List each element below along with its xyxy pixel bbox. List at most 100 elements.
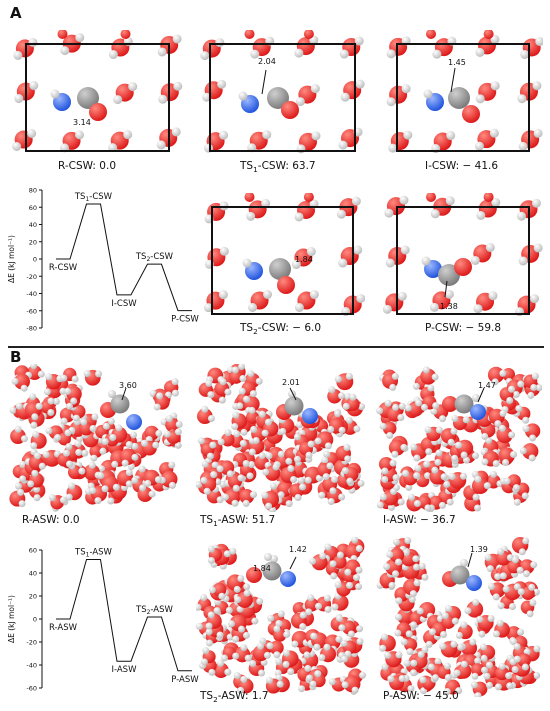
hydrogen-atom	[413, 579, 421, 587]
hydrogen-atom	[338, 140, 348, 150]
hydrogen-atom	[108, 143, 118, 153]
hydrogen-atom	[71, 375, 79, 383]
hydrogen-atom	[171, 378, 179, 386]
structure-ts2-asw	[196, 537, 368, 697]
hydrogen-atom	[533, 645, 541, 653]
hydrogen-atom	[394, 613, 402, 621]
hydrogen-atom	[323, 450, 331, 458]
hydrogen-atom	[265, 452, 273, 460]
hydrogen-atom	[356, 293, 365, 303]
hydrogen-atom	[309, 680, 317, 688]
hydrogen-atom	[403, 130, 413, 140]
hydrogen-atom	[208, 586, 216, 594]
hydrogen-atom	[351, 537, 359, 544]
hydrogen-atom	[384, 208, 394, 218]
hydrogen-atom	[294, 493, 302, 501]
hydrogen-atom	[446, 498, 454, 506]
hydrogen-atom	[513, 498, 521, 506]
hydrogen-atom	[395, 597, 403, 605]
hydrogen-atom	[491, 198, 501, 208]
hydrogen-atom	[472, 394, 480, 402]
hydrogen-atom	[311, 131, 321, 141]
oxygen-atom	[426, 193, 436, 202]
hydrogen-atom	[424, 504, 432, 512]
structure-p-asw	[376, 537, 542, 697]
hydrogen-atom	[328, 386, 336, 394]
y-axis-label: ΔE (kJ mol⁻¹)	[7, 235, 16, 283]
hydrogen-atom	[19, 475, 27, 483]
hydrogen-atom	[276, 680, 284, 688]
hydrogen-atom	[277, 610, 285, 618]
distance-label: 1.84	[253, 564, 271, 573]
hydrogen-atom	[355, 583, 363, 591]
hydrogen-atom	[88, 461, 96, 469]
hydrogen-atom	[356, 637, 364, 645]
hydrogen-atom	[207, 611, 215, 619]
hydrogen-atom	[354, 36, 364, 46]
hydrogen-atom	[31, 469, 39, 477]
hydrogen-atom	[265, 502, 273, 510]
oxygen-atom	[487, 366, 505, 383]
carbon-atom	[110, 394, 130, 414]
distance-label: 3.14	[73, 118, 91, 127]
hydrogen-atom	[200, 593, 208, 601]
hydrogen-atom	[521, 492, 529, 500]
oxygen-atom	[456, 663, 472, 679]
y-tick-label: -40	[26, 662, 37, 670]
distance-label: 1.84	[295, 255, 313, 264]
hydrogen-atom	[156, 140, 166, 150]
hydrogen-atom	[376, 407, 384, 415]
hydrogen-atom	[421, 646, 429, 654]
hydrogen-atom	[27, 129, 37, 139]
hydrogen-atom	[440, 630, 448, 638]
hydrogen-atom	[434, 658, 442, 666]
hydrogen-atom	[59, 496, 67, 504]
hydrogen-atom	[233, 585, 241, 593]
nitrogen-atom	[126, 414, 142, 430]
oxygen-atom	[244, 193, 255, 202]
distance-pointer	[289, 556, 297, 570]
oxygen-atom	[57, 30, 68, 39]
hydrogen-atom	[226, 470, 234, 478]
hydrogen-atom	[343, 444, 351, 452]
oxygen-atom	[483, 30, 494, 39]
hydrogen-atom	[347, 630, 355, 638]
hydrogen-atom	[231, 422, 239, 430]
hydrogen-atom	[474, 692, 482, 697]
hydrogen-atom	[475, 94, 485, 104]
hydrogen-atom	[108, 50, 118, 60]
hydrogen-atom	[250, 49, 260, 59]
hydrogen-atom	[172, 34, 182, 44]
hydrogen-atom	[535, 384, 542, 392]
hydrogen-atom	[157, 47, 167, 57]
hydrogen-atom	[413, 454, 421, 462]
hydrogen-atom	[327, 498, 335, 506]
oxygen-atom	[229, 369, 244, 384]
hydrogen-atom	[415, 399, 423, 407]
hydrogen-atom	[97, 471, 105, 479]
hydrogen-atom	[206, 452, 214, 460]
hydrogen-atom	[306, 247, 316, 257]
hydrogen-atom	[488, 291, 498, 301]
hydrogen-atom	[246, 211, 256, 221]
hydrogen-atom	[81, 449, 89, 457]
hydrogen-atom	[20, 435, 28, 443]
hydrogen-atom	[474, 657, 482, 665]
state-label: TS1-CSW	[74, 192, 113, 203]
hydrogen-atom	[207, 545, 215, 553]
hydrogen-atom	[240, 428, 248, 436]
y-tick-label: -20	[26, 639, 37, 647]
hydrogen-atom	[329, 487, 337, 495]
hydrogen-atom	[163, 430, 171, 438]
hydrogen-atom	[391, 450, 399, 458]
panel-b-label: B	[10, 348, 22, 366]
hydrogen-atom	[489, 128, 499, 138]
energy-profile-line	[56, 203, 192, 312]
hydrogen-atom	[154, 476, 162, 484]
hydrogen-atom	[50, 89, 60, 99]
hydrogen-atom	[33, 494, 41, 502]
hydrogen-atom	[513, 643, 521, 651]
y-tick-label: 0	[33, 256, 37, 264]
hydrogen-atom	[43, 388, 51, 396]
hydrogen-atom	[324, 442, 332, 450]
